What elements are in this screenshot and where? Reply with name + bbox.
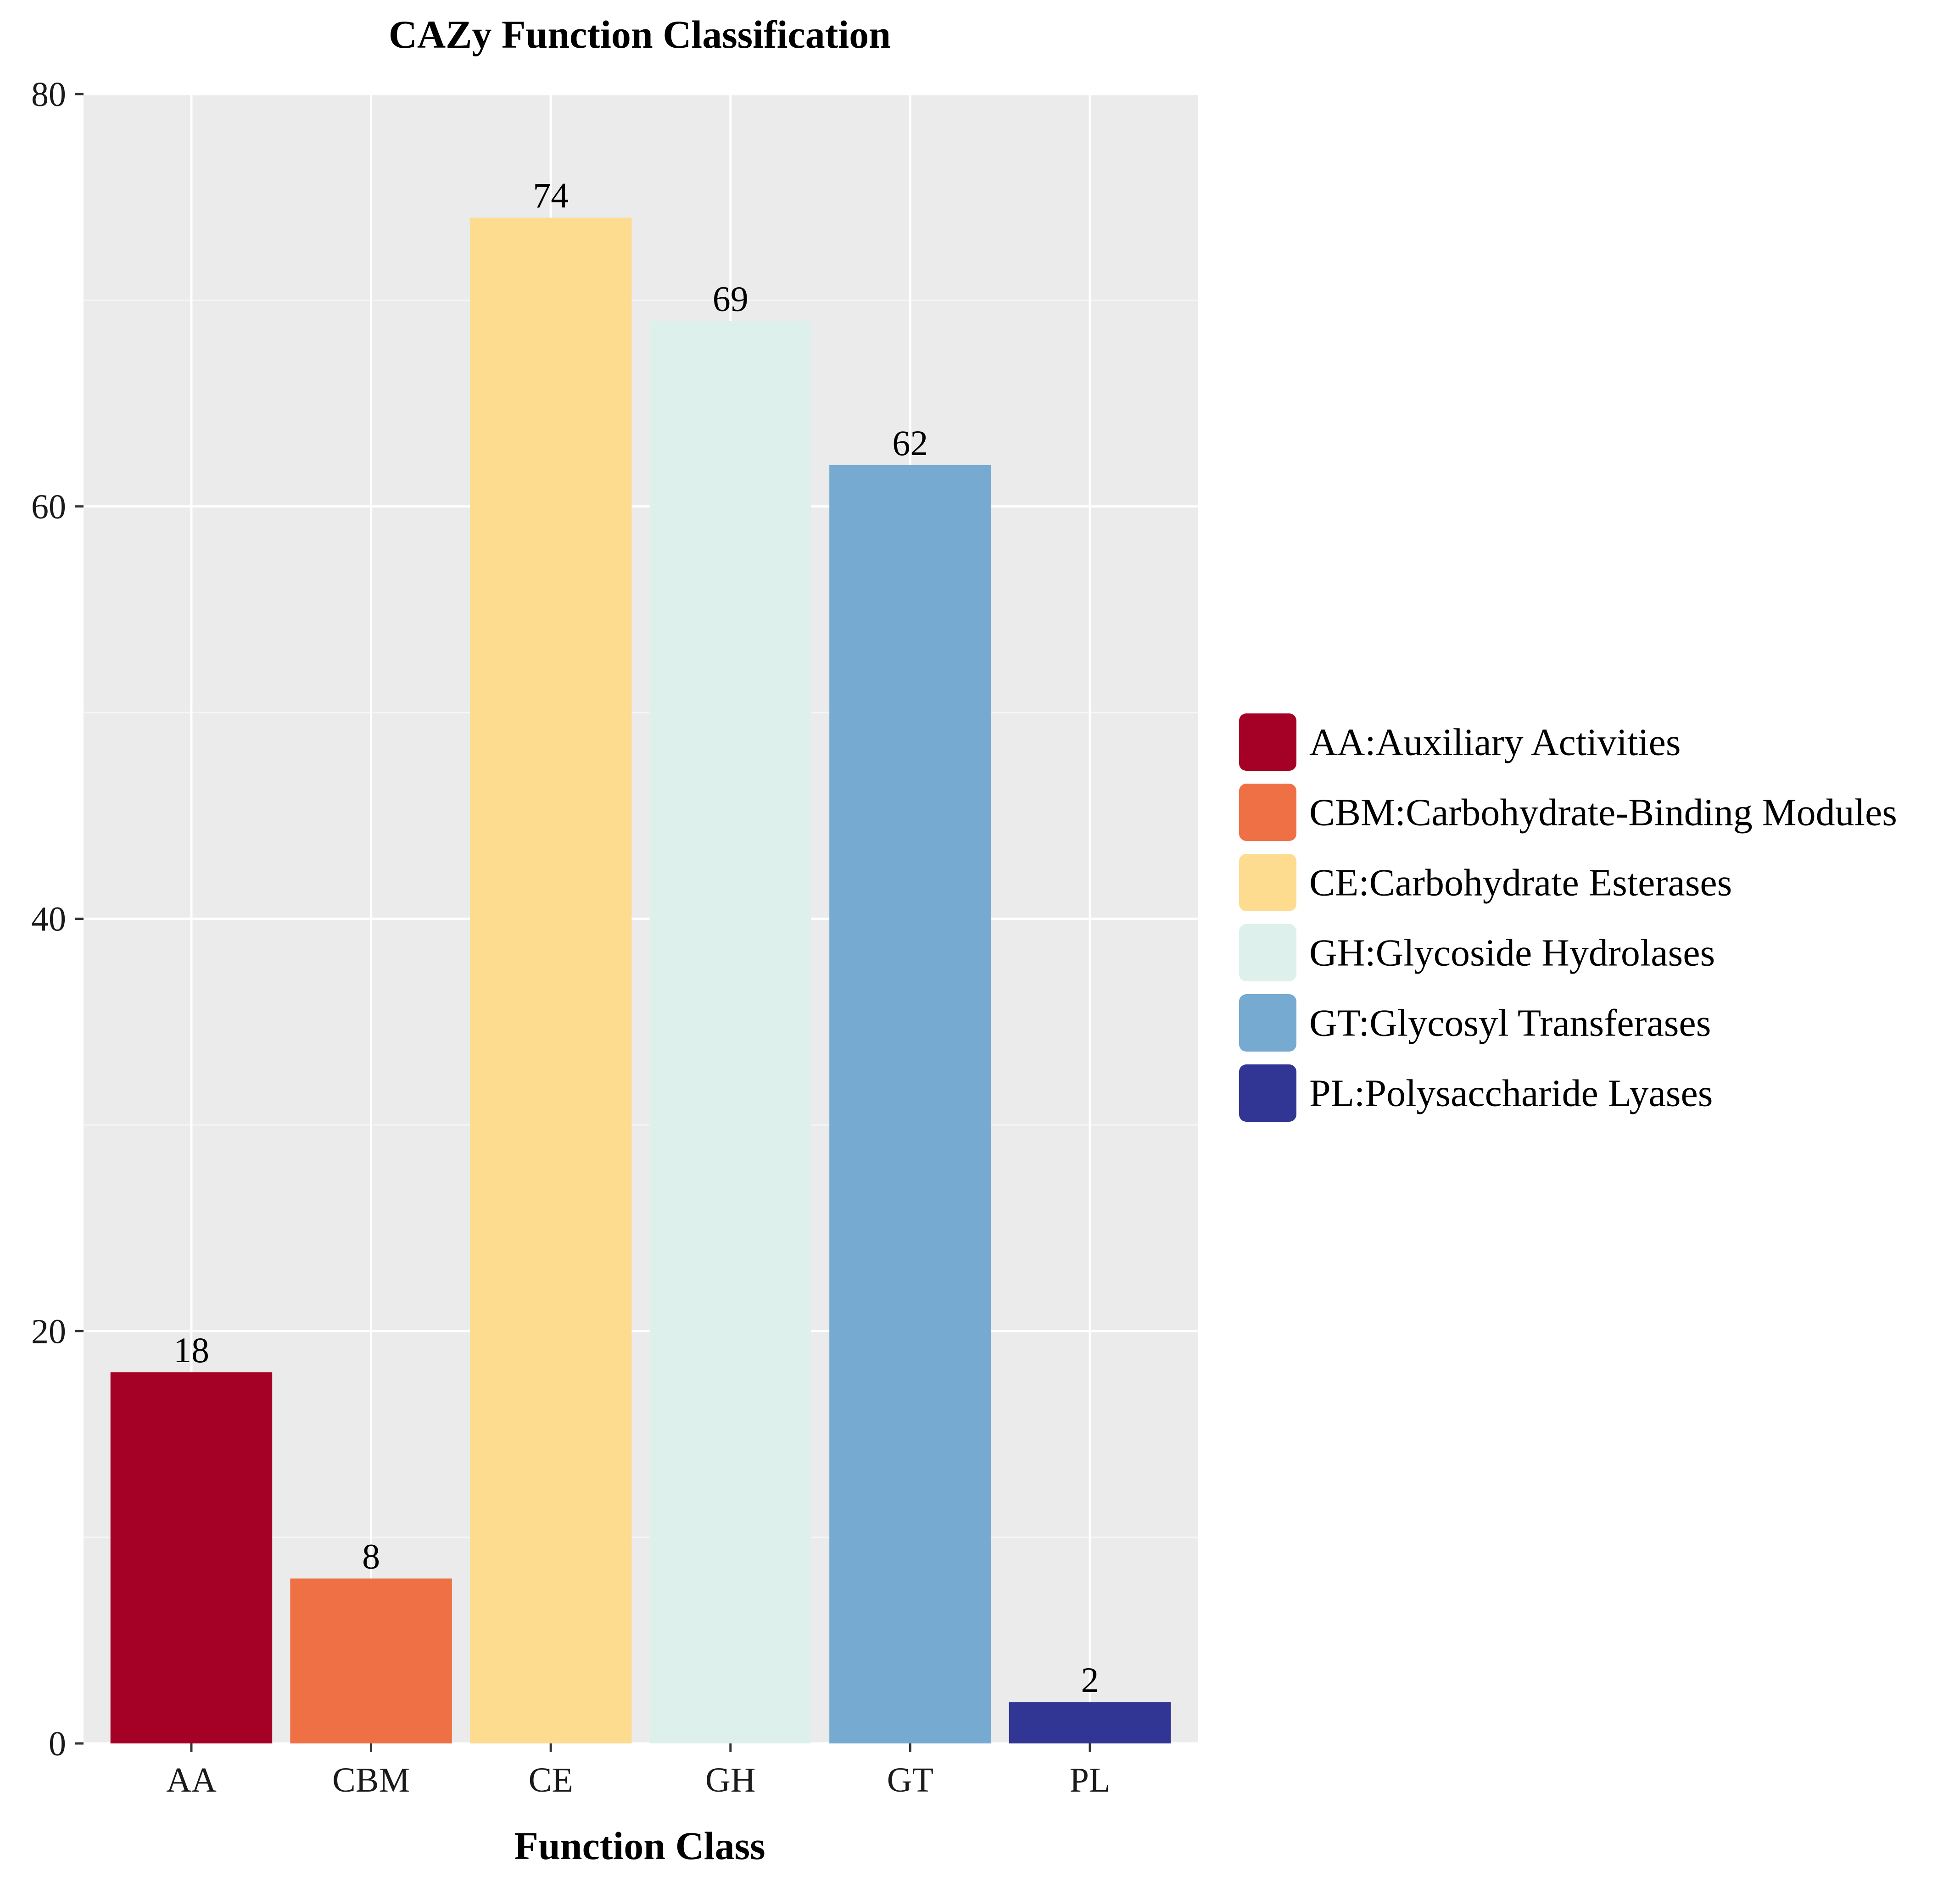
data-label-gh: 69 [713, 278, 748, 318]
bar-cbm [290, 1578, 452, 1743]
y-tick-label: 0 [49, 1725, 66, 1763]
x-tick-label-gt: GT [887, 1761, 933, 1799]
legend-label-gh: GH:Glycoside Hydrolases [1309, 932, 1715, 974]
legend-label-pl: PL:Polysaccharide Lyases [1309, 1072, 1713, 1115]
x-tick-label-ce: CE [529, 1761, 573, 1799]
legend-key-gh [1239, 924, 1296, 981]
bar-gt [829, 465, 991, 1743]
legend-key-pl [1239, 1064, 1296, 1122]
chart-title: CAZy Function Classification [389, 12, 891, 56]
legend: AA:Auxiliary Activities CBM:Carbohydrate-… [1239, 713, 1897, 1122]
x-tick-label-aa: AA [166, 1761, 217, 1799]
y-tick-label: 40 [31, 900, 66, 939]
x-axis-title: Function Class [514, 1824, 765, 1868]
legend-key-ce [1239, 854, 1296, 911]
legend-key-gt [1239, 994, 1296, 1052]
x-tick-label-cbm: CBM [332, 1761, 410, 1799]
y-tick-label: 20 [31, 1312, 66, 1351]
data-label-cbm: 8 [362, 1537, 380, 1576]
legend-key-aa [1239, 713, 1296, 771]
bar-aa [110, 1372, 273, 1743]
y-axis: 0 20 40 60 80 [31, 75, 84, 1763]
y-tick-label: 80 [31, 75, 66, 114]
bar-pl [1009, 1702, 1171, 1743]
x-tick-label-gh: GH [705, 1761, 756, 1799]
legend-label-ce: CE:Carbohydrate Esterases [1309, 862, 1732, 904]
legend-label-cbm: CBM:Carbohydrate-Binding Modules [1309, 791, 1897, 834]
legend-label-aa: AA:Auxiliary Activities [1309, 721, 1681, 764]
legend-key-cbm [1239, 784, 1296, 841]
data-label-gt: 62 [892, 423, 928, 463]
legend-label-gt: GT:Glycosyl Transferases [1309, 1002, 1711, 1045]
bars [110, 217, 1171, 1743]
y-tick-label: 60 [31, 488, 66, 526]
data-label-aa: 18 [173, 1330, 209, 1370]
x-tick-label-pl: PL [1070, 1761, 1111, 1799]
bar-ce [469, 217, 632, 1743]
data-label-pl: 2 [1081, 1660, 1099, 1700]
x-axis: AA CBM CE GH GT PL [166, 1743, 1110, 1799]
bar-gh [649, 321, 812, 1743]
data-labels: 18 8 74 69 62 2 [173, 176, 1099, 1700]
data-label-ce: 74 [533, 176, 569, 216]
